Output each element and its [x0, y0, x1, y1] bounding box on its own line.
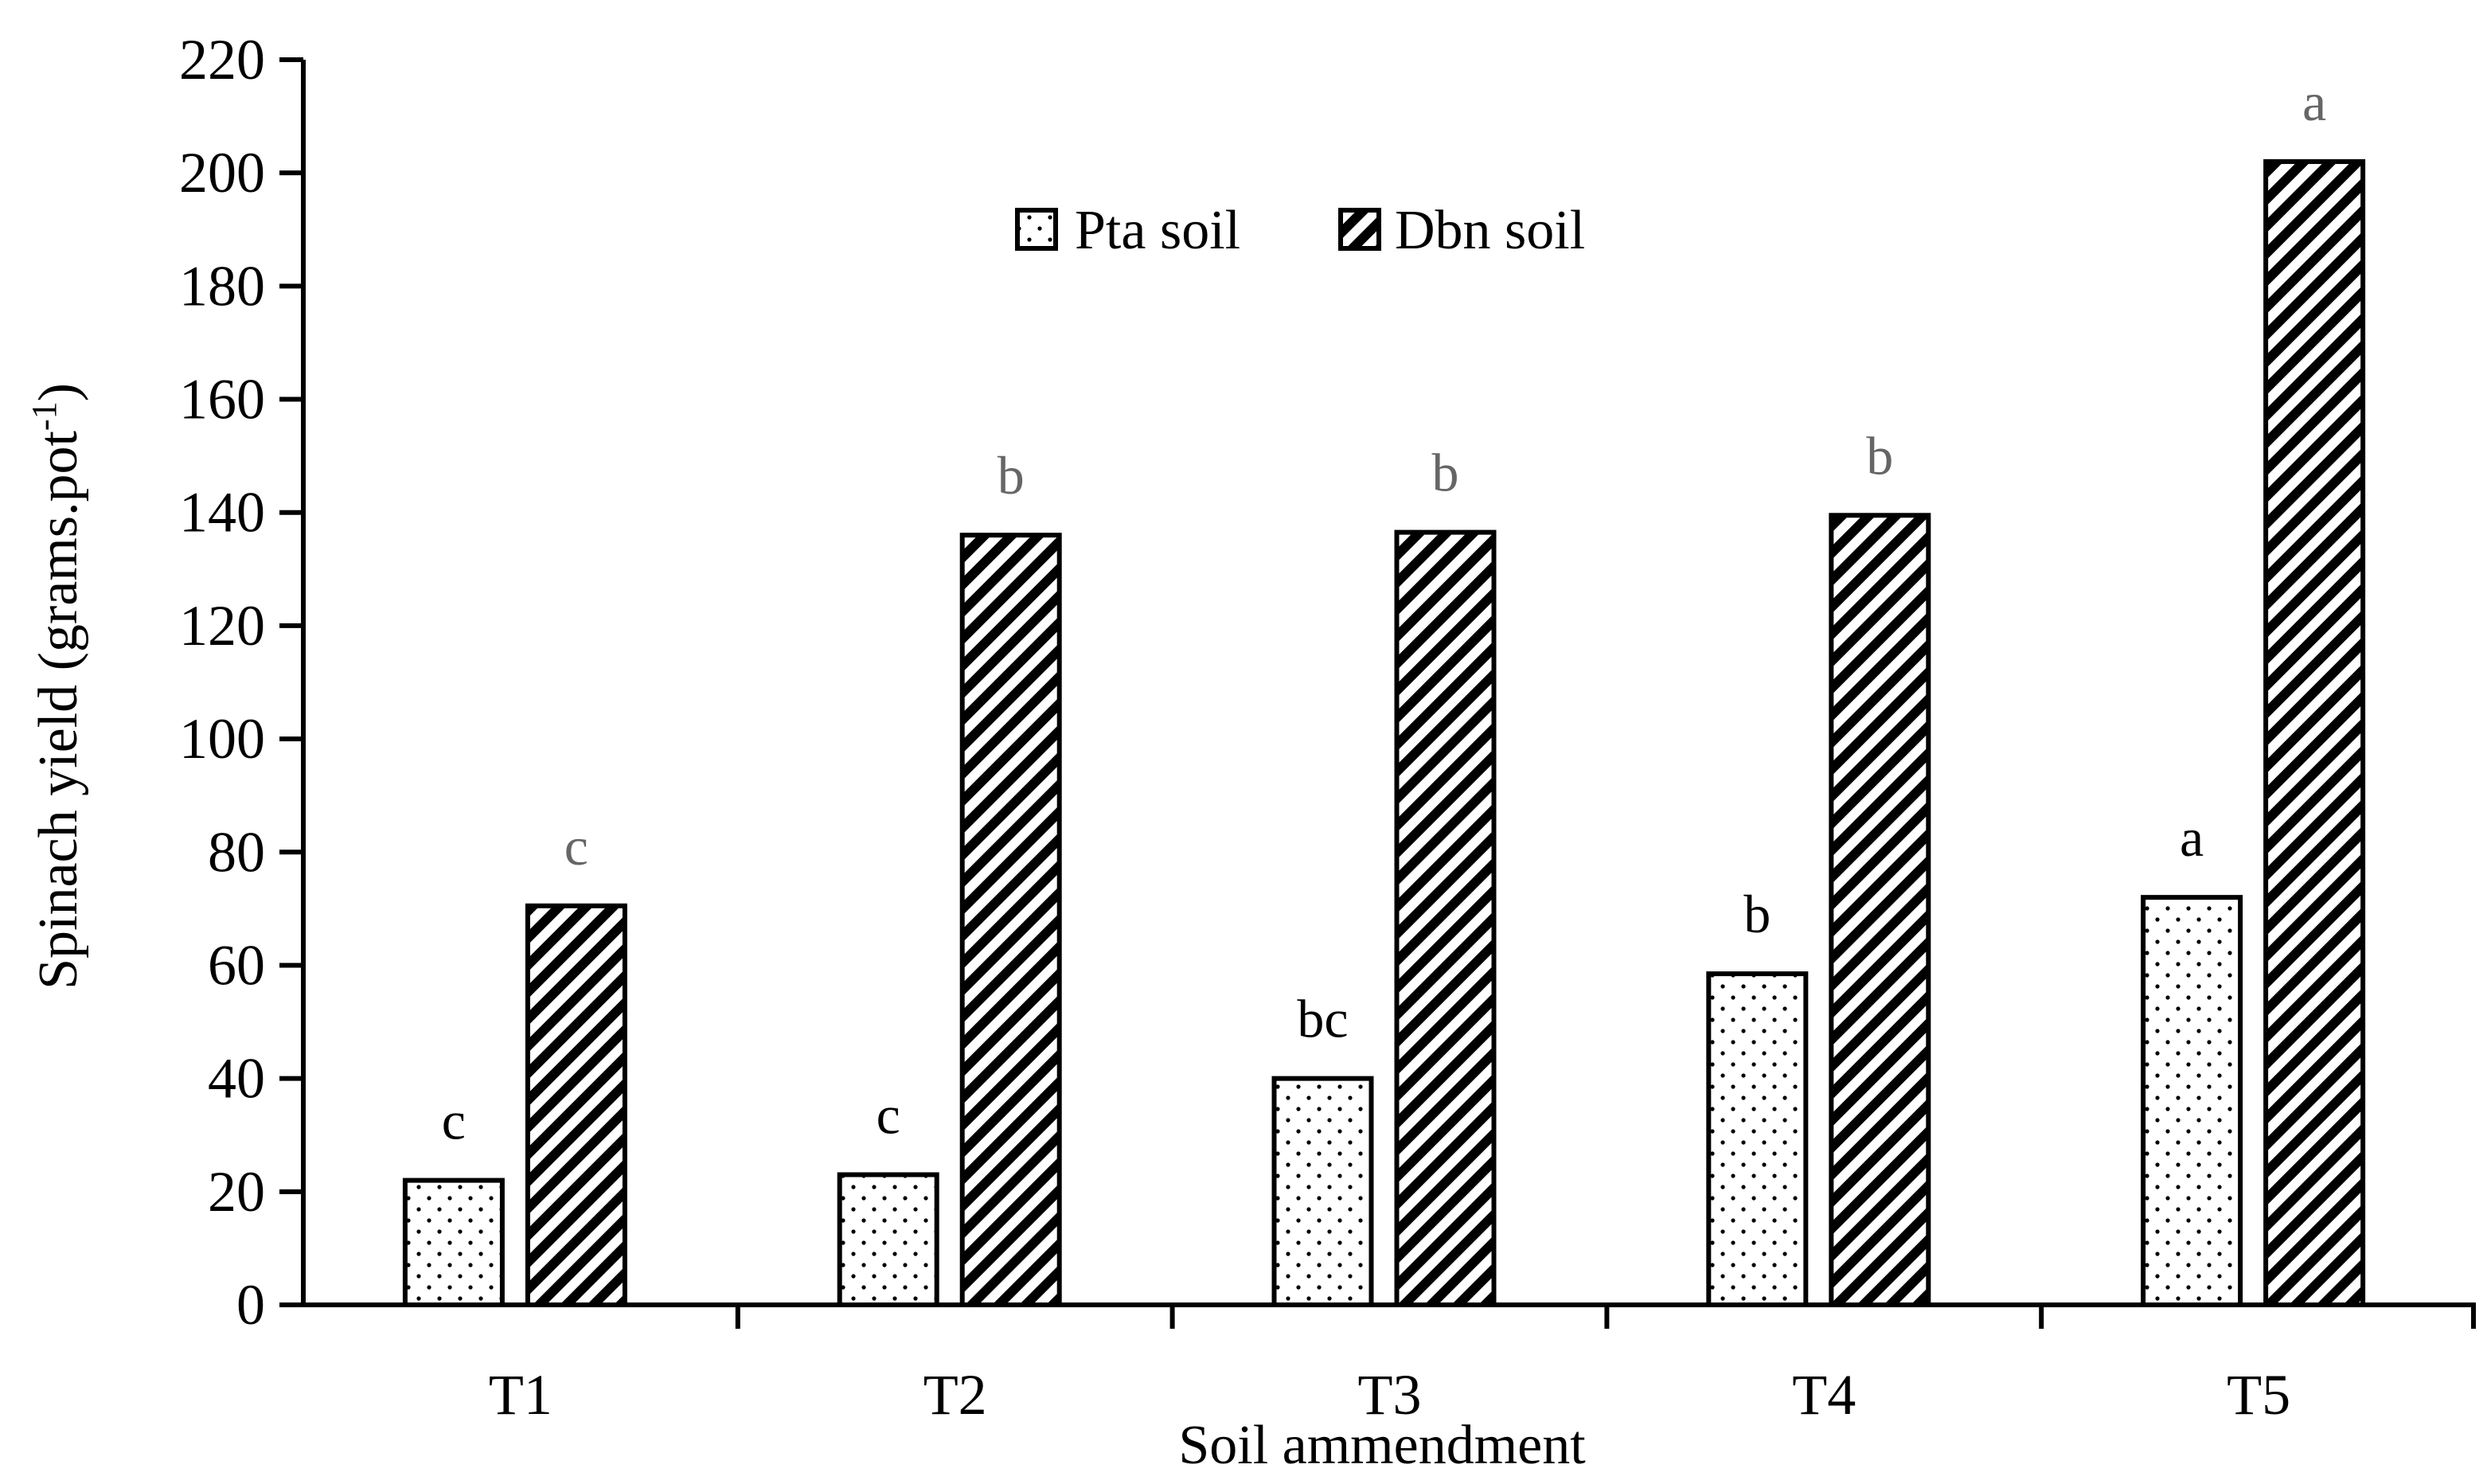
y-tick-label: 60	[208, 933, 265, 997]
legend: Pta soil Dbn soil	[1015, 200, 1585, 261]
y-tick-label: 100	[179, 707, 265, 771]
significance-label-dbn-soil: a	[2302, 72, 2326, 132]
y-tick-label: 40	[208, 1047, 265, 1111]
y-axis-title-main: Spinach yield (grams.pot	[28, 431, 89, 990]
y-tick-label: 200	[179, 141, 265, 205]
bars	[402, 158, 2366, 1308]
x-tick-label: T1	[489, 1363, 552, 1427]
x-axis-title: Soil ammendment	[1178, 1415, 1586, 1476]
x-tick-label: T3	[1358, 1363, 1422, 1427]
y-tick-label: 180	[179, 254, 265, 318]
axes: 0 20 40 60 80 100 120 140 160 180 200 220 T1 T2 T3 T4 T5	[179, 28, 2476, 1427]
bar-dbn-soil	[1829, 513, 1931, 1307]
x-tick-label: T5	[2227, 1363, 2290, 1427]
y-tick-label: 120	[179, 594, 265, 658]
x-tick-label: T4	[1792, 1363, 1856, 1427]
bar-pta-soil	[837, 1172, 939, 1308]
bar-dbn-soil	[1394, 529, 1497, 1307]
y-axis-title: Spinach yield (grams.pot-1)	[25, 383, 89, 990]
significance-label-pta-soil: a	[2180, 807, 2204, 868]
significance-label-pta-soil: b	[1743, 884, 1771, 944]
y-tick-label: 80	[208, 820, 265, 884]
legend-swatch-dbn-soil	[1338, 208, 1381, 251]
significance-labels: c c bc b a c b b b a	[442, 72, 2326, 1151]
significance-label-dbn-soil: c	[564, 816, 588, 877]
significance-label-pta-soil: bc	[1297, 989, 1348, 1049]
significance-label-dbn-soil: b	[998, 445, 1025, 506]
bar-pta-soil	[1271, 1076, 1374, 1307]
bar-pta-soil	[2141, 895, 2243, 1308]
y-axis-title-close: )	[28, 383, 89, 401]
significance-label-dbn-soil: b	[1432, 443, 1459, 503]
y-tick-label: 220	[179, 28, 265, 92]
y-tick-label: 160	[179, 368, 265, 432]
bar-dbn-soil	[525, 903, 627, 1307]
bar-dbn-soil	[2263, 158, 2366, 1308]
legend-label-dbn-soil: Dbn soil	[1395, 200, 1585, 261]
legend-label-pta-soil: Pta soil	[1075, 200, 1240, 261]
x-tick-label: T2	[923, 1363, 987, 1427]
legend-swatch-pta-soil	[1015, 208, 1058, 251]
significance-label-pta-soil: c	[442, 1091, 466, 1151]
bar-pta-soil	[402, 1177, 505, 1307]
bar-pta-soil	[1706, 971, 1809, 1307]
y-axis-title-superscript: -1	[25, 401, 64, 431]
bar-dbn-soil	[959, 533, 1062, 1307]
y-tick-label: 20	[208, 1160, 265, 1224]
significance-label-dbn-soil: b	[1866, 425, 1893, 486]
y-tick-label: 140	[179, 481, 265, 545]
y-tick-label: 0	[236, 1273, 265, 1337]
significance-label-pta-soil: c	[877, 1084, 900, 1145]
